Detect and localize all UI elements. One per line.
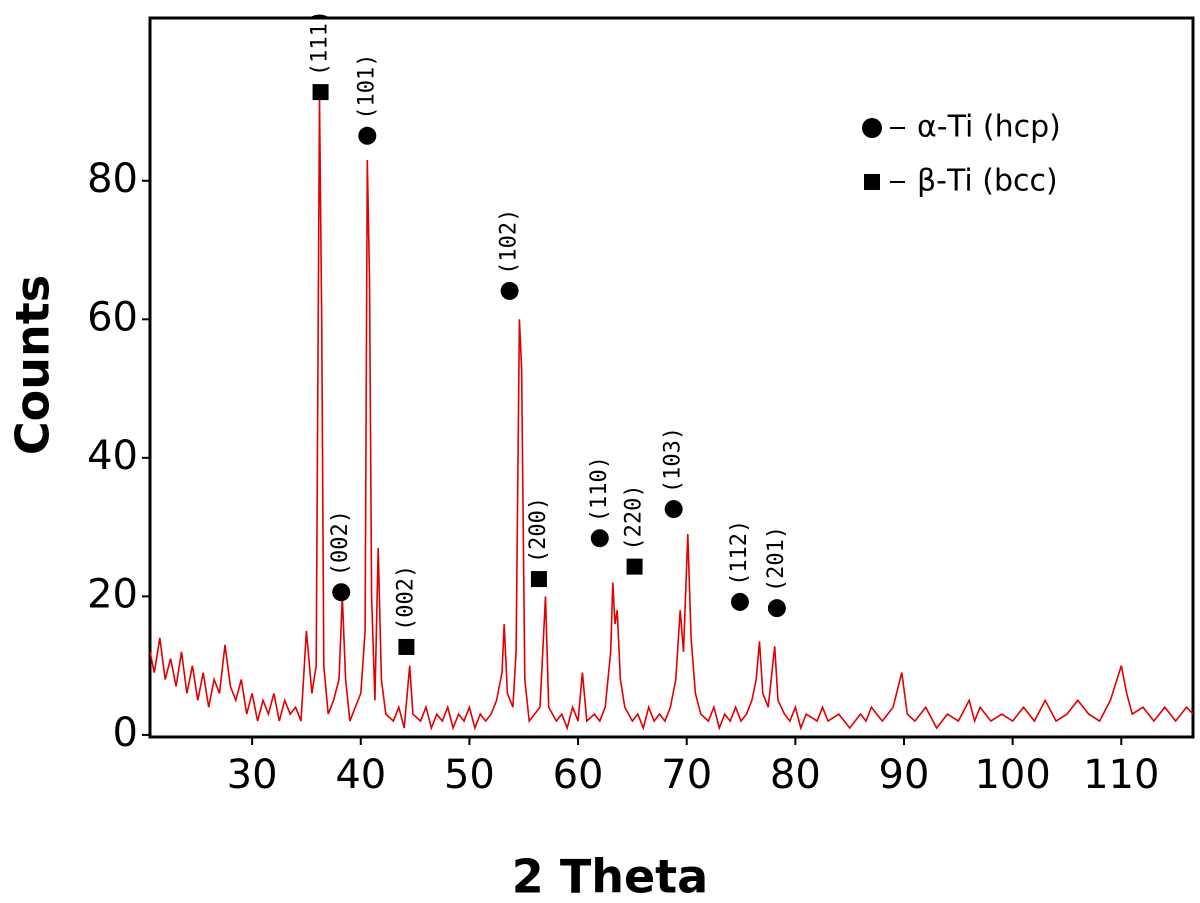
peak-label: (220): [622, 484, 647, 550]
peak-label: (102): [497, 209, 522, 275]
phase-marker: [626, 558, 643, 575]
phase-marker: [767, 599, 786, 618]
peak-label: (002): [393, 565, 418, 631]
y-tick-label: 80: [87, 156, 138, 202]
phase-marker: [358, 126, 377, 145]
y-tick-label: 20: [87, 571, 138, 617]
peak-label: (002): [328, 510, 353, 576]
y-tick-label: 0: [113, 710, 138, 756]
phase-marker: [590, 529, 609, 548]
phase-marker: [730, 592, 749, 611]
x-tick-label: 100: [974, 752, 1050, 798]
peak-label: (111): [308, 10, 333, 76]
peak-label: (101): [354, 54, 379, 120]
peak-label: (103): [661, 427, 686, 493]
y-axis-title: Counts: [6, 275, 60, 455]
data-line: [149, 97, 1194, 731]
phase-marker: [332, 583, 351, 602]
peak-label: (201): [764, 526, 789, 592]
x-tick-label: 60: [553, 752, 604, 798]
y-tick-label: 60: [87, 294, 138, 340]
phase-marker: [500, 281, 519, 300]
legend-label: β-Ti (bcc): [917, 164, 1058, 199]
peak-label: (112): [727, 520, 752, 586]
phase-marker: [398, 638, 415, 655]
x-tick-label: 40: [335, 752, 386, 798]
plot-frame: [148, 16, 1195, 739]
y-tick-label: 40: [87, 433, 138, 479]
x-tick-label: 30: [227, 752, 278, 798]
legend-marker: [862, 118, 882, 138]
peak-label: (110): [587, 456, 612, 522]
phase-marker: [664, 500, 683, 519]
peak-label: (200): [526, 497, 551, 563]
phase-marker: [530, 571, 547, 588]
phase-marker: [312, 84, 329, 101]
legend-label: α-Ti (hcp): [917, 110, 1061, 145]
x-tick-label: 90: [879, 752, 930, 798]
x-tick-label: 50: [444, 752, 495, 798]
x-tick-label: 110: [1083, 752, 1159, 798]
x-tick-label: 70: [661, 752, 712, 798]
x-axis-title: 2 Theta: [512, 850, 708, 903]
legend-marker: [864, 174, 880, 190]
x-tick-label: 80: [770, 752, 821, 798]
